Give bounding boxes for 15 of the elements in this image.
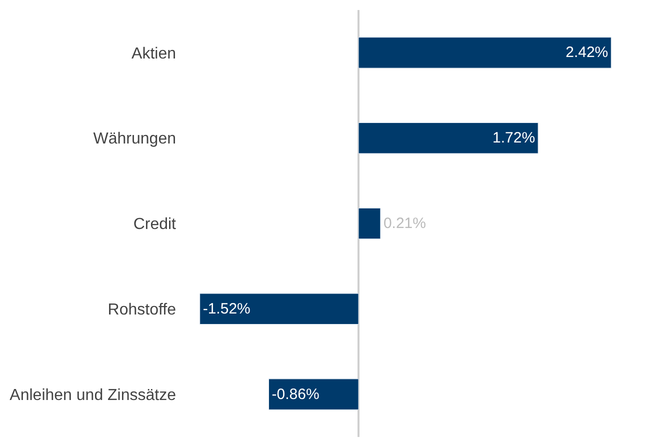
bar [358, 37, 612, 68]
data-label: 2.42% [566, 44, 608, 62]
y-tick-label: Anleihen und Zinssätze [10, 386, 176, 404]
y-tick-label: Währungen [93, 130, 176, 148]
bar [358, 122, 538, 154]
data-label: -1.52% [202, 300, 250, 318]
data-label: 0.21% [383, 215, 426, 232]
y-tick-label: Aktien [132, 45, 176, 62]
y-tick-label: Credit [133, 216, 177, 234]
bar [268, 378, 359, 410]
y-tick-label: Rohstoffe [108, 302, 176, 318]
bar [358, 208, 381, 240]
data-label: 1.72% [492, 130, 536, 147]
bar [200, 293, 359, 325]
data-label: -0.86% [272, 386, 320, 403]
